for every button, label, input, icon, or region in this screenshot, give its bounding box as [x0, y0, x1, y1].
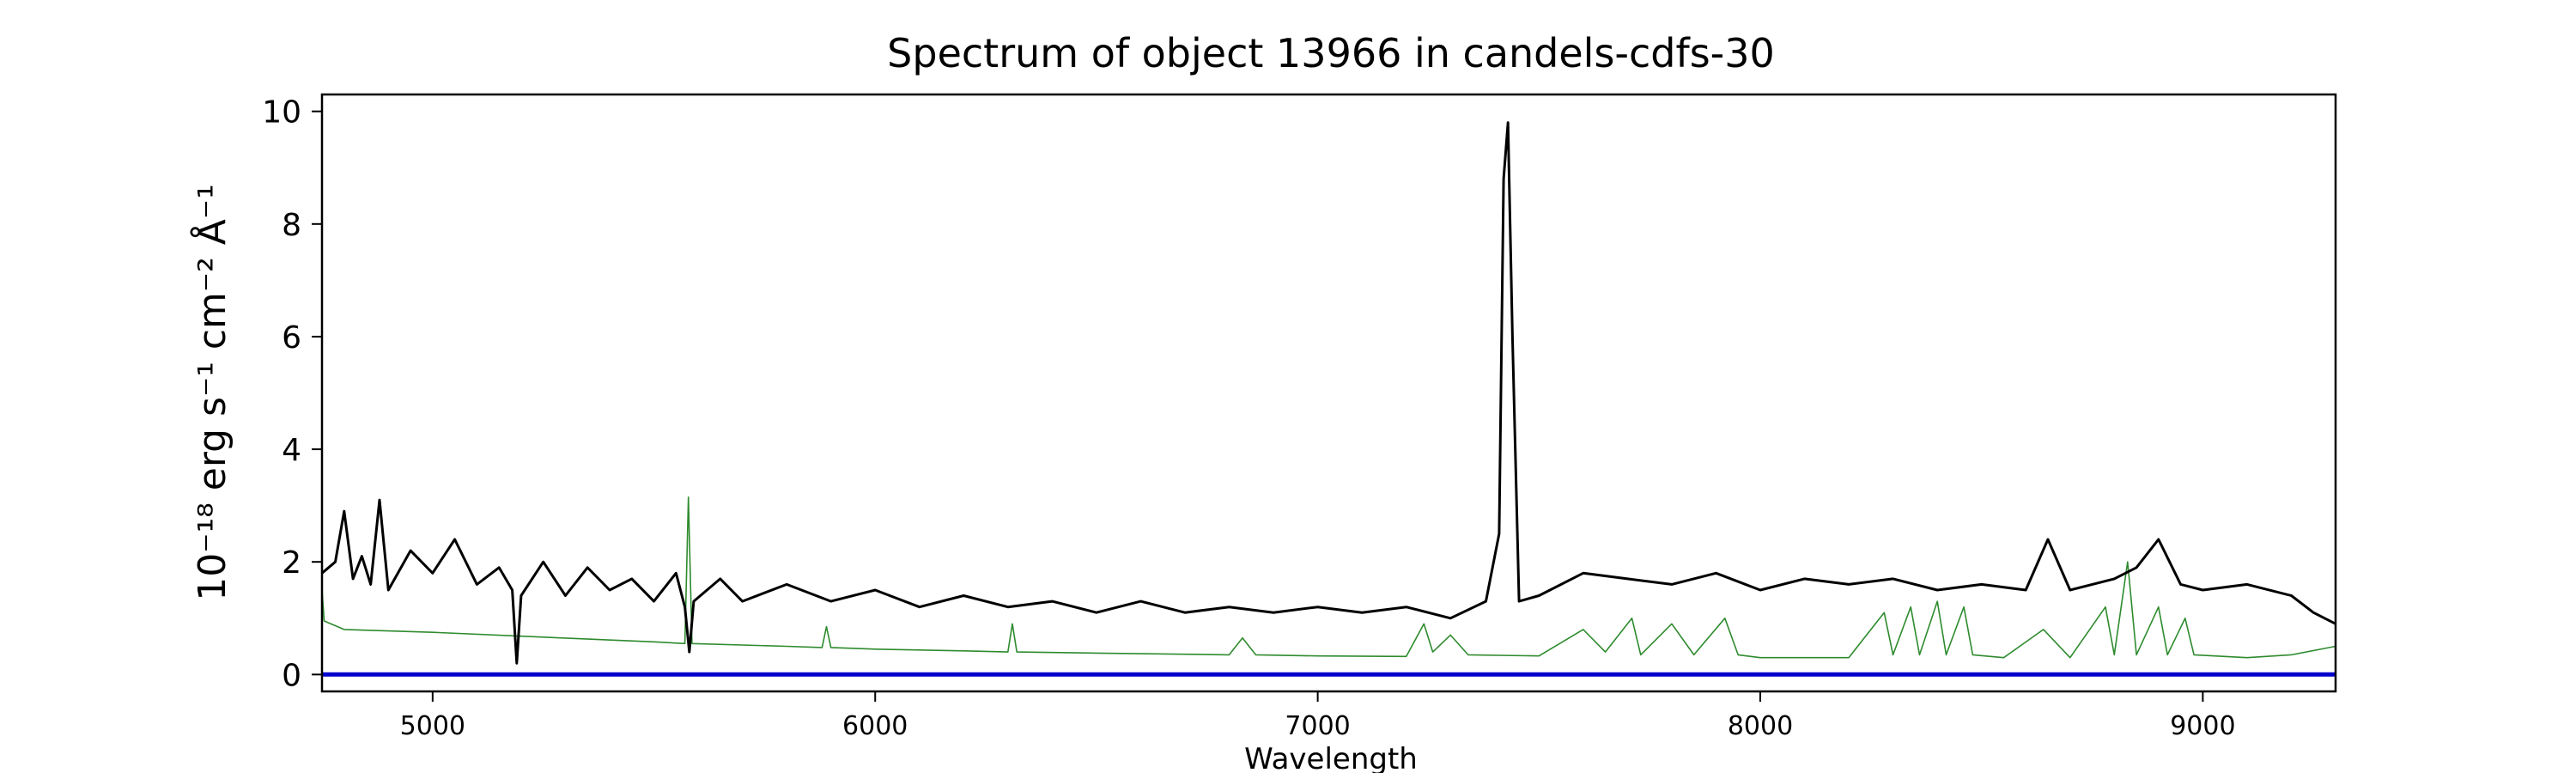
- x-tick-label: 6000: [842, 711, 908, 741]
- y-axis-label: 10⁻¹⁸ erg s⁻¹ cm⁻² Å⁻¹: [189, 184, 234, 600]
- y-tick-label: 6: [282, 320, 301, 356]
- x-tick-label: 7000: [1285, 711, 1350, 741]
- x-axis: 5000 6000 7000 8000 9000: [400, 691, 2236, 741]
- x-tick-label: 5000: [400, 711, 465, 741]
- series-line-flux: [321, 121, 2336, 665]
- series-line-noise: [321, 496, 2336, 659]
- axes-frame: [320, 93, 2337, 693]
- y-axis: 0 2 4 6 8 10: [262, 95, 322, 693]
- x-tick-label: 8000: [1728, 711, 1793, 741]
- y-tick-label: 0: [282, 658, 301, 693]
- chart-title: Spectrum of object 13966 in candels-cdfs…: [887, 30, 1775, 76]
- y-tick-label: 10: [262, 95, 301, 131]
- y-tick-label: 8: [282, 208, 301, 243]
- plot-area: [321, 121, 2336, 677]
- y-tick-label: 4: [282, 433, 301, 468]
- y-tick-label: 2: [282, 545, 301, 581]
- x-tick-label: 9000: [2170, 711, 2235, 741]
- x-axis-label: Wavelength: [1244, 742, 1418, 773]
